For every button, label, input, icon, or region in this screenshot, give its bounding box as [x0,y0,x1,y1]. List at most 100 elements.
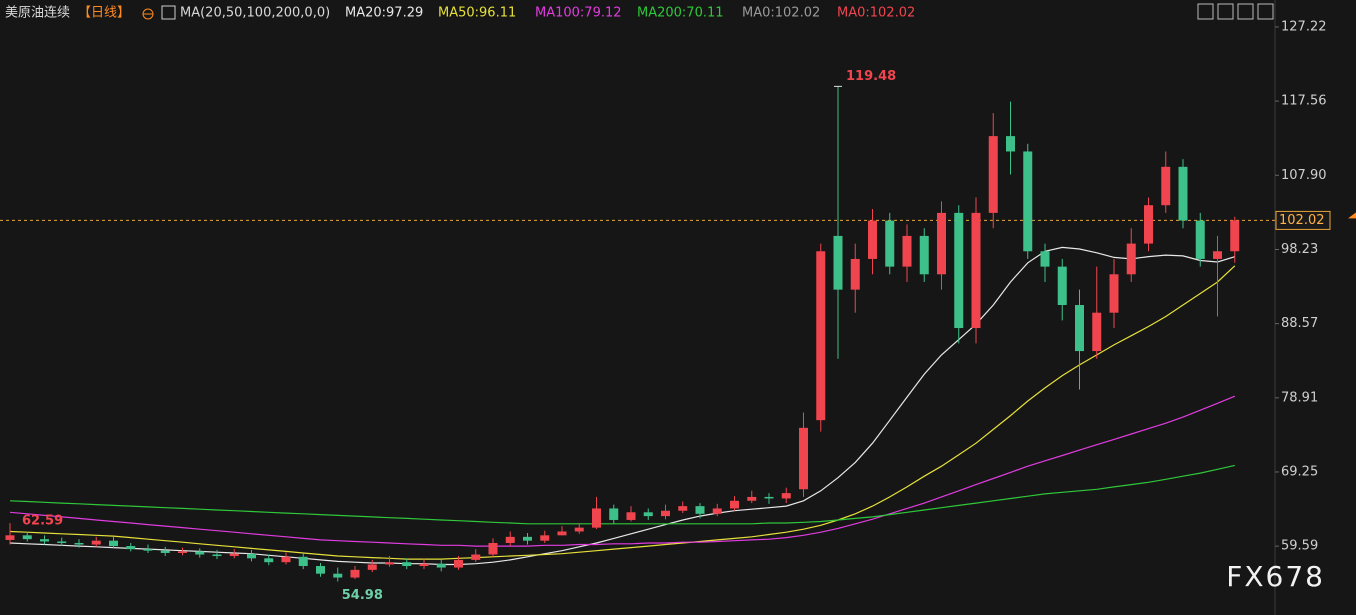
last-price-box [1275,210,1331,230]
y-tick-label: 107.90 [1281,168,1327,183]
ma-line [9,395,1236,547]
candle-body [919,235,929,275]
candle-body [1195,220,1205,259]
last-price-label: 102.02 [1279,213,1325,228]
ma-line [9,464,1235,525]
candle-body [609,508,619,520]
candle-body [1040,251,1050,267]
icon[interactable] [161,5,176,20]
candle-body [971,212,981,329]
candle-body [264,558,274,563]
ma-line [9,265,1236,560]
start-annotation: 62.59 [22,514,63,529]
candle-body [1075,305,1084,352]
candle-body [126,546,136,550]
candle-body [643,512,653,517]
last-price-arrow [1348,212,1356,219]
candle-body [678,506,688,511]
y-tick-label: 88.57 [1281,316,1318,331]
candle-body [1023,151,1033,252]
candle-body [57,541,67,543]
candle-body [902,235,912,267]
candle-body [1109,274,1119,313]
tool-button[interactable] [1237,3,1254,20]
candle-body [419,563,429,567]
candle-body [712,508,722,514]
watermark: FX678 [1226,560,1325,593]
candle-body [22,535,32,540]
y-tick-label: 69.25 [1281,464,1318,479]
candle-body [799,427,808,490]
chart-title: 美原油连续 [5,5,70,21]
tool-button[interactable] [1197,3,1214,20]
candle-body [1161,166,1171,206]
candle-body [540,535,550,541]
candle-body [1144,205,1153,244]
candle-body [91,540,101,545]
candle-body [1126,243,1136,275]
candle-body [557,531,567,536]
candle-body [402,562,412,567]
candle-body [1213,251,1222,259]
candle-body [626,512,636,520]
legend-entry: MA20:97.29 [345,6,423,21]
ma-line [9,246,1235,566]
candle-body [816,251,826,421]
low-annotation: 54.98 [342,588,383,603]
y-tick-label: 78.91 [1281,390,1318,405]
candle-body [523,536,532,541]
candle-body [436,563,446,568]
candle-body [747,496,757,501]
candle-body [850,258,860,290]
candle-body [937,212,946,275]
candle-body [1006,136,1015,152]
candle-body [40,539,49,542]
candle-body [109,540,118,547]
tool-button[interactable] [1257,3,1274,20]
legend-entry: MA0:102.02 [742,6,820,21]
candle-body [988,136,998,213]
high-annotation: 119.48 [846,69,896,84]
candle-body [178,551,187,553]
candle-body [212,554,222,557]
candle-body [160,550,170,553]
candle-body [695,506,705,514]
y-tick-label: 117.56 [1281,94,1327,109]
y-tick-label: 59.59 [1281,539,1318,554]
indicator: MA(20,50,100,200,0,0) [180,6,330,21]
legend-entry: MA200:70.11 [637,6,724,21]
candle-body [247,553,256,559]
candle-body [833,235,843,290]
period: 【日线】 [78,6,130,21]
candle-body [764,496,774,499]
candle-body [592,508,601,528]
y-tick-label: 127.22 [1281,19,1327,34]
candle-body [454,559,463,568]
candle-body [143,549,153,551]
legend-entry: MA50:96.11 [438,6,516,21]
candle-body [281,556,291,563]
candle-body [505,536,515,543]
candle-body [1057,266,1067,306]
candle-body [350,569,360,578]
candle-body [730,500,739,509]
legend-entry: MA100:79.12 [535,6,622,21]
candle-body [1092,312,1102,352]
candle-body [1178,166,1188,221]
candle-body [885,220,895,267]
candle-body [316,566,325,574]
candle-body [868,220,877,259]
candle-body [298,556,308,567]
y-tick-label: 98.23 [1281,242,1318,257]
candle-body [5,535,15,540]
candle-body [661,510,670,517]
candle-body [1230,220,1240,252]
candle-body [74,542,84,545]
candle-body [385,562,394,565]
tool-button[interactable] [1217,3,1234,20]
candle-body [229,553,239,557]
candle-body [195,551,205,555]
candle-body [954,212,964,329]
candle-body [574,527,584,532]
